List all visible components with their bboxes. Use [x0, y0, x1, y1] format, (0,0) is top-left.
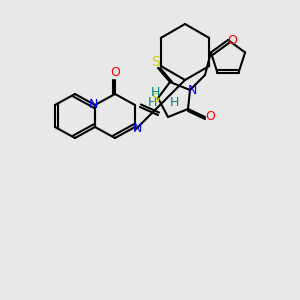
Text: H: H [150, 85, 160, 98]
Text: S: S [151, 92, 159, 104]
Text: N: N [88, 98, 98, 112]
Text: N: N [187, 83, 197, 97]
Text: N: N [132, 122, 142, 136]
Text: H: H [169, 97, 179, 110]
Text: O: O [227, 34, 237, 47]
Text: O: O [205, 110, 215, 124]
Text: S: S [151, 55, 159, 69]
Text: O: O [110, 67, 120, 80]
Text: H: H [147, 97, 157, 110]
